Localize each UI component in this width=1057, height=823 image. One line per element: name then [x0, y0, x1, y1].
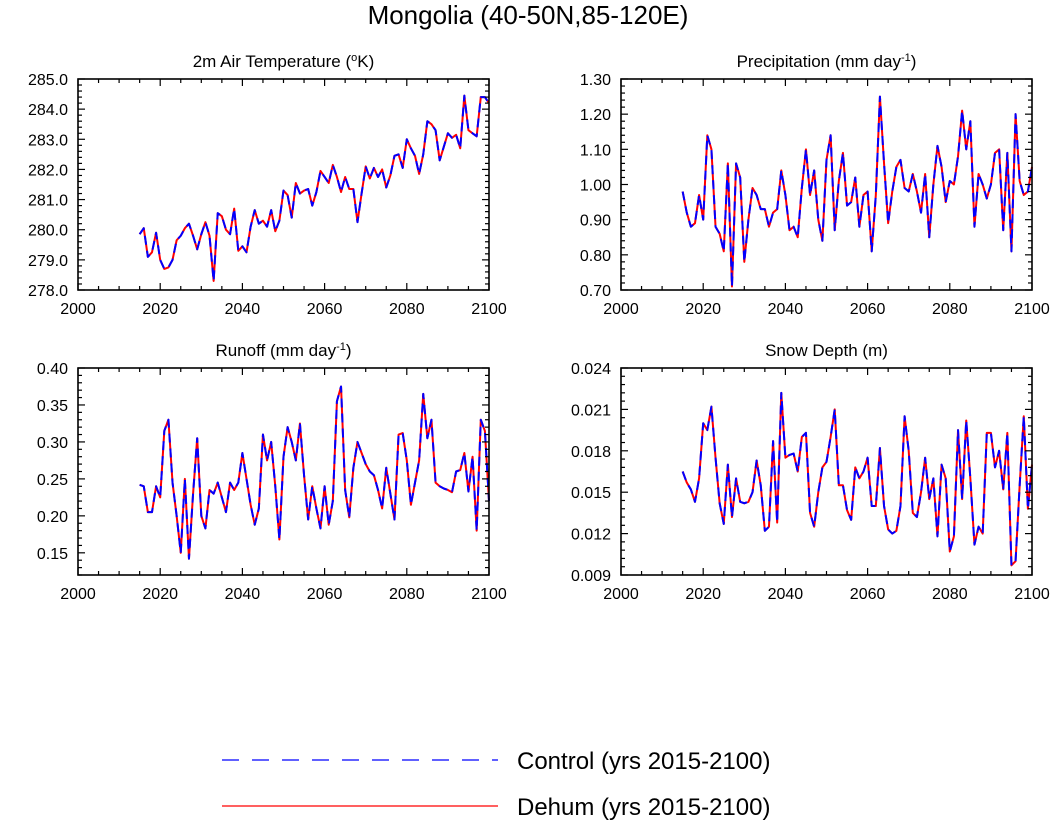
y-tick-label: 0.15	[37, 546, 68, 563]
x-tick-label: 2080	[389, 586, 425, 603]
y-tick-label: 0.35	[37, 398, 68, 415]
series-line-control	[681, 391, 1033, 567]
plot-frame	[77, 78, 490, 291]
series-line-dehum	[139, 385, 490, 560]
x-tick-label: 2040	[225, 586, 261, 603]
y-tick-label: 1.00	[580, 178, 611, 195]
y-tick-label: 0.80	[580, 248, 611, 265]
x-tick-label: 2080	[932, 586, 968, 603]
series-line-control	[139, 385, 490, 560]
y-tick-label: 280.0	[28, 223, 68, 240]
y-tick-label: 0.70	[580, 283, 611, 300]
chart-panel-2: Precipitation (mm day-1) 2000 2020 2040 2060…	[580, 52, 1050, 318]
plot-frame	[620, 78, 1033, 291]
y-tick-label: 0.015	[571, 485, 611, 502]
legend-label: Dehum (yrs 2015-2100)	[517, 794, 770, 821]
panel-title-text: Precipitation (mm day	[737, 52, 902, 71]
x-tick-label: 2080	[932, 301, 968, 318]
x-tick-label: 2020	[685, 586, 721, 603]
x-tick-label: 2000	[60, 586, 96, 603]
figure-title: Mongolia (40-50N,85-120E)	[368, 0, 689, 30]
y-tick-label: 1.20	[580, 107, 611, 124]
panels-group: 2m Air Temperature (oK) 2000 2020 2040 2060 2…	[28, 52, 1050, 603]
series-line-control	[138, 94, 490, 282]
x-tick-label: 2100	[1014, 586, 1050, 603]
x-tick-label: 2000	[60, 301, 96, 318]
panel-title-text: Snow Depth (m)	[765, 341, 888, 360]
panel-title-text: 2m Air Temperature (	[193, 52, 352, 71]
x-tick-label: 2060	[850, 586, 886, 603]
y-tick-label: 0.018	[571, 444, 611, 461]
x-tick-label: 2040	[768, 301, 804, 318]
x-tick-label: 2100	[471, 301, 507, 318]
series-line-dehum	[138, 94, 490, 282]
y-tick-label: 1.30	[580, 72, 611, 89]
legend: Control (yrs 2015-2100) Dehum (yrs 2015-2…	[222, 748, 770, 821]
chart-panel-4: Snow Depth (m) 2000 2020 2040 2060 2080 2100 0.…	[571, 341, 1050, 603]
x-tick-label: 2060	[307, 586, 343, 603]
x-tick-label: 2020	[142, 586, 178, 603]
x-tick-label: 2020	[142, 301, 178, 318]
x-tick-label: 2060	[850, 301, 886, 318]
y-tick-label: 281.0	[28, 193, 68, 210]
legend-item-2: Dehum (yrs 2015-2100)	[222, 794, 770, 821]
y-tick-label: 278.0	[28, 283, 68, 300]
x-tick-label: 2080	[389, 301, 425, 318]
x-tick-label: 2100	[1014, 301, 1050, 318]
panel-title-superscript: -1	[901, 52, 911, 64]
panel-title-suffix: )	[346, 341, 352, 360]
y-tick-label: 284.0	[28, 102, 68, 119]
chart-panel-1: 2m Air Temperature (oK) 2000 2020 2040 2060 2…	[28, 52, 507, 318]
legend-item-1: Control (yrs 2015-2100)	[222, 748, 770, 775]
y-tick-label: 0.30	[37, 435, 68, 452]
x-tick-label: 2100	[471, 586, 507, 603]
y-tick-label: 0.021	[571, 402, 611, 419]
x-tick-label: 2020	[685, 301, 721, 318]
y-tick-label: 282.0	[28, 162, 68, 179]
panel-title: 2m Air Temperature (oK)	[193, 52, 375, 71]
x-tick-label: 2060	[307, 301, 343, 318]
y-tick-label: 0.40	[37, 361, 68, 378]
panel-title: Precipitation (mm day-1)	[737, 52, 917, 71]
panel-title: Snow Depth (m)	[765, 341, 888, 360]
y-tick-label: 0.009	[571, 568, 611, 585]
y-tick-label: 0.20	[37, 509, 68, 526]
y-tick-label: 0.012	[571, 527, 611, 544]
y-tick-label: 0.90	[580, 213, 611, 230]
y-tick-label: 0.024	[571, 361, 611, 378]
x-tick-label: 2000	[603, 586, 639, 603]
panel-title-suffix: )	[911, 52, 917, 71]
x-tick-label: 2040	[768, 586, 804, 603]
panel-title-superscript: o	[351, 52, 357, 64]
chart-panel-3: Runoff (mm day-1) 2000 2020 2040 2060 2080 210…	[37, 341, 507, 603]
panel-title-text: Runoff (mm day	[215, 341, 336, 360]
y-tick-label: 285.0	[28, 72, 68, 89]
x-tick-label: 2000	[603, 301, 639, 318]
legend-label: Control (yrs 2015-2100)	[517, 748, 770, 775]
panel-title: Runoff (mm day-1)	[215, 341, 351, 360]
y-tick-label: 283.0	[28, 132, 68, 149]
x-tick-label: 2040	[225, 301, 261, 318]
y-tick-label: 0.25	[37, 472, 68, 489]
panel-title-suffix: K)	[357, 52, 374, 71]
y-tick-label: 1.10	[580, 142, 611, 159]
y-tick-label: 279.0	[28, 253, 68, 270]
series-line-control	[681, 95, 1033, 288]
panel-title-superscript: -1	[336, 341, 346, 353]
